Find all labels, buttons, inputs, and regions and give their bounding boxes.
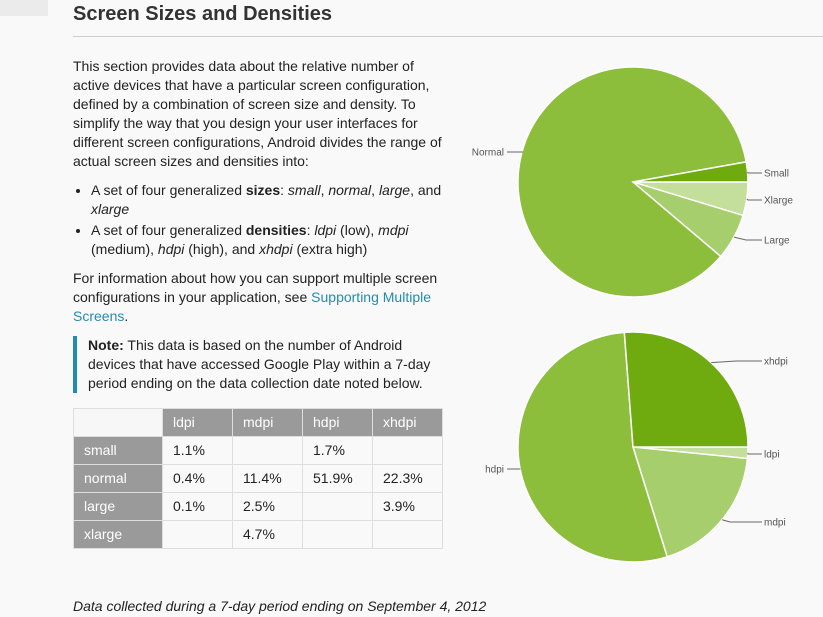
- note-label: Note:: [88, 337, 124, 353]
- table-cell: 2.5%: [232, 492, 303, 521]
- leader-line-xlarge: [746, 198, 762, 201]
- size-term: small: [287, 182, 321, 198]
- column-header: hdpi: [302, 408, 373, 437]
- leader-line-large: [733, 236, 762, 241]
- leader-line-xhdpi: [711, 360, 762, 364]
- note-callout: Note: This data is based on the number o…: [73, 336, 443, 393]
- row-header: small: [73, 436, 163, 465]
- table-cell: [232, 436, 303, 465]
- column-header: ldpi: [162, 408, 233, 437]
- column-header: xhdpi: [372, 408, 443, 437]
- screen-sizes-pie-chart: Xlarge Large Normal Small: [472, 66, 793, 298]
- bullet-sizes: A set of four generalized sizes: small, …: [91, 181, 443, 219]
- pie-slice-mdpi: [631, 446, 749, 558]
- pie-label-xlarge: Xlarge: [764, 196, 793, 207]
- intro-paragraph: This section provides data about the rel…: [73, 58, 442, 169]
- data-collection-footnote: Data collected during a 7-day period end…: [73, 598, 487, 614]
- note-text: This data is based on the number of Andr…: [88, 337, 431, 391]
- table-cell: 51.9%: [302, 464, 373, 493]
- table-cell: 1.1%: [162, 436, 233, 465]
- table-cell: 0.1%: [162, 492, 233, 521]
- sidebar-edge: [0, 0, 48, 16]
- table-cell: [372, 520, 443, 549]
- leader-line-mdpi: [721, 519, 762, 523]
- density-term: hdpi: [157, 241, 185, 257]
- size-term: normal: [328, 182, 372, 198]
- distribution-table: ldpi mdpi hdpi xhdpi small 1.1% 1.7% nor…: [73, 408, 443, 549]
- title-divider: [73, 36, 823, 37]
- table-cell: 22.3%: [372, 464, 443, 493]
- table-cell: [162, 520, 233, 549]
- pie-slice-xhdpi: [623, 331, 749, 448]
- pie-label-large: Large: [764, 236, 790, 247]
- density-term: mdpi: [378, 222, 409, 238]
- density-desc: (low),: [336, 222, 379, 238]
- row-header: xlarge: [73, 520, 163, 549]
- row-header: normal: [73, 464, 163, 493]
- table-cell: 0.4%: [162, 464, 233, 493]
- bullet-text: :: [280, 182, 288, 198]
- pie-label-xhdpi: xhdpi: [764, 357, 788, 368]
- pie-label-ldpi: ldpi: [764, 450, 780, 461]
- pie-label-hdpi: hdpi: [485, 465, 504, 476]
- density-desc: (extra high): [292, 241, 368, 257]
- table-cell: 11.4%: [232, 464, 303, 493]
- pie-label-mdpi: mdpi: [764, 518, 786, 529]
- support-text: For information about how you can suppor…: [73, 270, 438, 305]
- size-term: xlarge: [91, 201, 130, 217]
- bullet-text: and: [417, 182, 442, 198]
- row-header: large: [73, 492, 163, 521]
- table-cell: 3.9%: [372, 492, 443, 521]
- screen-densities-pie-chart: ldpi mdpi hdpi xhdpi: [485, 331, 788, 563]
- bullet-bold: sizes: [245, 182, 281, 198]
- table-row: large 0.1% 2.5% 3.9%: [73, 492, 443, 521]
- content-column: This section provides data about the rel…: [73, 57, 443, 549]
- density-desc: (high), and: [184, 241, 260, 257]
- table-cell: [372, 436, 443, 465]
- table-row: normal 0.4% 11.4% 51.9% 22.3%: [73, 464, 443, 493]
- bullet-bold: densities: [245, 222, 307, 238]
- column-header: mdpi: [232, 408, 303, 437]
- density-term: ldpi: [314, 222, 337, 238]
- bullet-text: A set of four generalized: [91, 182, 246, 198]
- table-cell: 1.7%: [302, 436, 373, 465]
- table-cell: [302, 492, 373, 521]
- size-term: large: [378, 182, 411, 198]
- table-row: xlarge 4.7%: [73, 520, 443, 549]
- leader-line-ldpi: [747, 452, 762, 455]
- leader-line-small: [747, 171, 762, 174]
- supporting-multiple-screens-link[interactable]: Supporting Multiple Screens: [73, 289, 432, 324]
- pie-label-small: Small: [764, 169, 789, 180]
- page-title: Screen Sizes and Densities: [73, 3, 333, 25]
- density-term: xhdpi: [259, 241, 293, 257]
- table-cell: 4.7%: [232, 520, 303, 549]
- pie-slice-small: [632, 161, 749, 183]
- table-row: small 1.1% 1.7%: [73, 436, 443, 465]
- bullet-list: A set of four generalized sizes: small, …: [73, 181, 443, 259]
- density-desc: (medium),: [91, 241, 158, 257]
- bullet-densities: A set of four generalized densities: ldp…: [91, 221, 443, 259]
- bullet-text: A set of four generalized: [91, 222, 246, 238]
- bullet-text: :: [306, 222, 315, 238]
- support-end: .: [124, 308, 129, 324]
- table-cell: [302, 520, 373, 549]
- table-header-row: ldpi mdpi hdpi xhdpi: [73, 408, 443, 437]
- table-corner: [73, 408, 163, 437]
- support-paragraph: For information about how you can suppor…: [73, 269, 443, 326]
- pie-label-normal: Normal: [472, 148, 504, 159]
